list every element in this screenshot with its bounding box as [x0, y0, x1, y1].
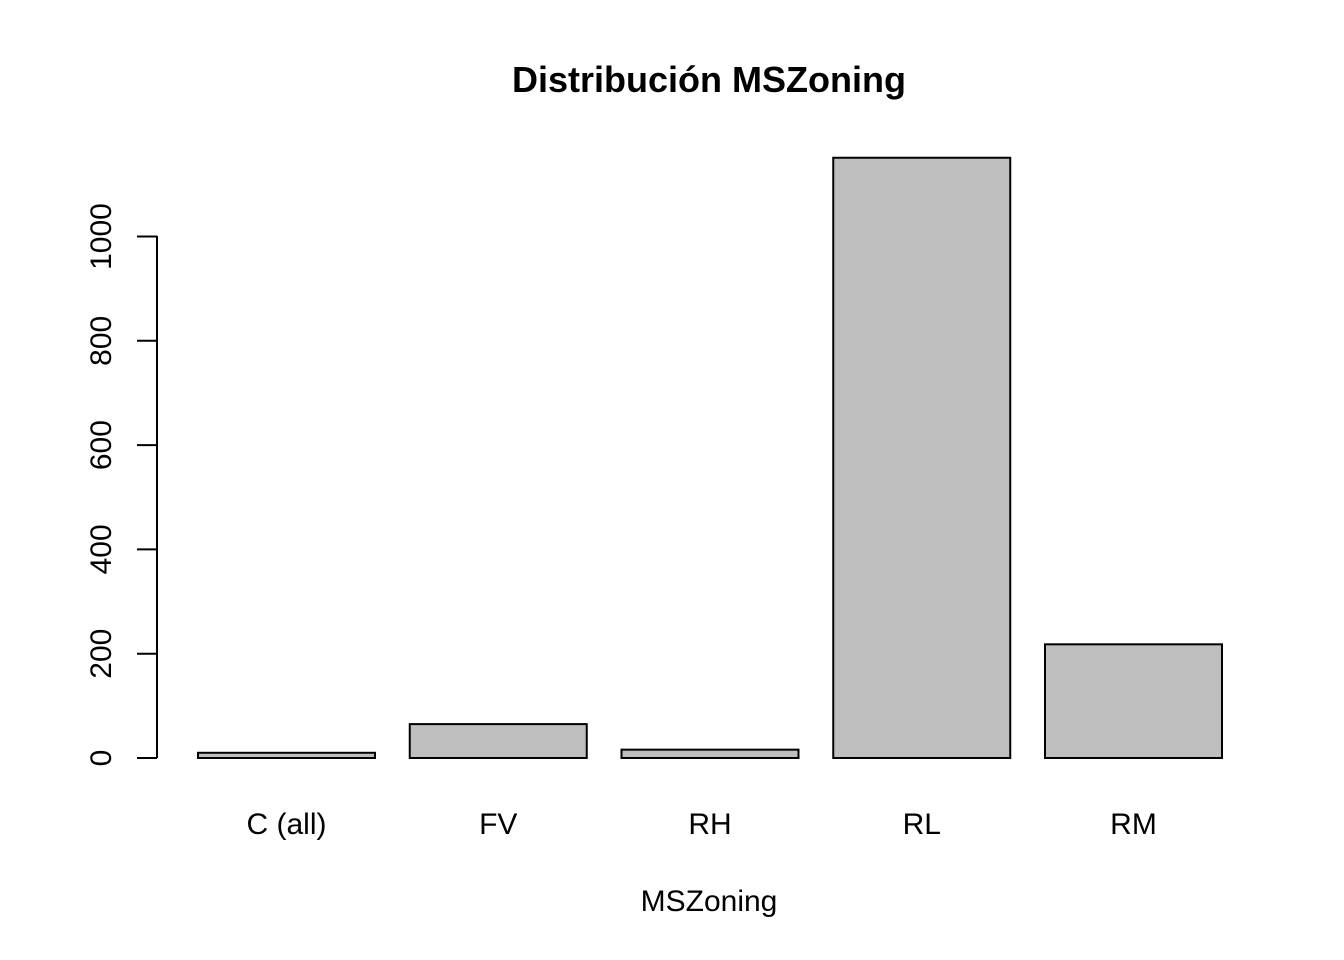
y-axis: 0 200 400 600 800 1000	[85, 203, 158, 767]
y-tick-label: 1000	[85, 203, 118, 270]
y-tick-label: 200	[85, 629, 118, 679]
bar-rh	[620, 748, 800, 760]
y-tick-label: 0	[85, 750, 118, 767]
x-tick-label: FV	[479, 808, 517, 841]
bar-rl	[832, 156, 1012, 760]
y-tick-label: 800	[85, 316, 118, 366]
y-tick-label: 400	[85, 524, 118, 574]
x-tick-label: RH	[688, 808, 731, 841]
x-tick-label: C (all)	[247, 808, 327, 841]
bar-rm	[1044, 643, 1223, 759]
y-tick-label: 600	[85, 420, 118, 470]
bar-fv	[408, 723, 588, 759]
bars	[197, 156, 1223, 760]
x-tick-label: RM	[1110, 808, 1157, 841]
x-axis-label: MSZoning	[641, 885, 778, 918]
chart-title: Distribución MSZoning	[512, 59, 906, 100]
x-tick-label: RL	[903, 808, 941, 841]
x-tick-labels: C (all) FV RH RL RM	[247, 808, 1157, 841]
bar-c-all	[197, 751, 376, 759]
